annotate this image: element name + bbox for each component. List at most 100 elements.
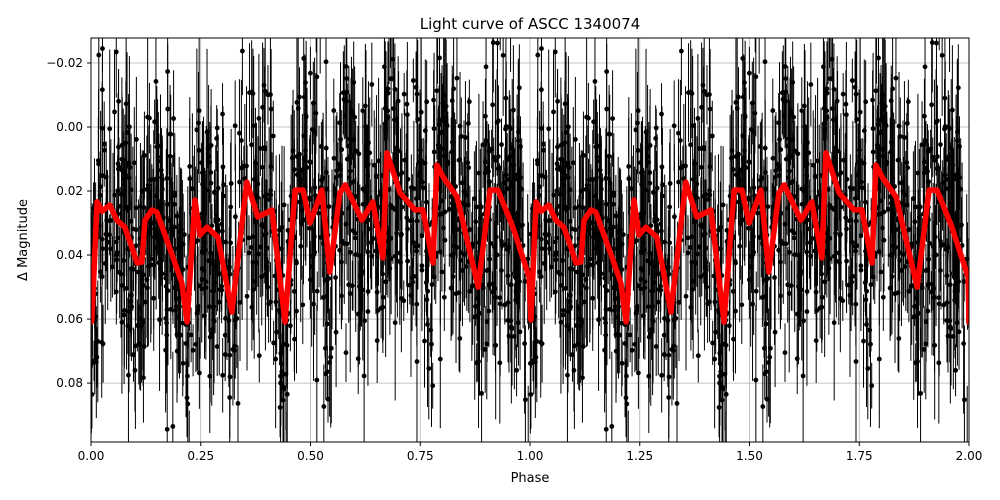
point-marker — [414, 91, 420, 97]
point-marker — [955, 320, 960, 326]
point-marker — [587, 256, 593, 262]
point-marker — [314, 288, 320, 294]
point-marker — [904, 160, 910, 165]
point-marker — [334, 168, 340, 174]
point-marker — [962, 397, 967, 403]
point-marker — [772, 175, 778, 180]
point-marker — [645, 154, 650, 160]
point-marker — [112, 109, 117, 115]
point-marker — [849, 78, 855, 83]
point-marker — [510, 180, 515, 186]
point-marker — [841, 157, 847, 163]
point-marker — [535, 52, 541, 58]
point-marker — [247, 90, 252, 96]
point-marker — [343, 221, 349, 227]
data-point — [653, 317, 659, 377]
point-marker — [285, 227, 291, 233]
point-marker — [853, 359, 859, 364]
point-marker — [674, 401, 680, 406]
point-marker — [678, 48, 684, 54]
point-marker — [604, 201, 609, 207]
point-marker — [216, 271, 222, 277]
point-marker — [405, 176, 411, 182]
point-marker — [904, 121, 910, 126]
point-marker — [299, 208, 305, 213]
point-marker — [705, 197, 711, 202]
point-marker — [659, 111, 664, 117]
point-marker — [934, 166, 940, 171]
point-marker — [876, 55, 881, 61]
data-point — [853, 38, 859, 166]
point-marker — [808, 82, 814, 87]
point-marker — [539, 246, 545, 252]
data-point — [170, 351, 176, 442]
point-marker — [584, 264, 590, 269]
point-marker — [273, 356, 279, 362]
point-marker — [929, 40, 935, 45]
point-marker — [516, 85, 522, 91]
point-marker — [365, 173, 370, 179]
data-point — [546, 49, 552, 209]
point-marker — [763, 321, 769, 327]
point-marker — [483, 64, 489, 70]
data-point — [232, 80, 238, 172]
point-marker — [439, 269, 445, 275]
point-marker — [301, 56, 307, 61]
data-point — [362, 43, 368, 168]
point-marker — [955, 85, 961, 91]
point-marker — [415, 116, 421, 122]
point-marker — [847, 292, 853, 298]
point-marker — [546, 126, 552, 132]
data-point — [300, 265, 306, 345]
point-marker — [804, 173, 809, 179]
point-marker — [770, 155, 776, 161]
point-marker — [437, 356, 443, 362]
point-marker — [821, 64, 826, 70]
point-marker — [327, 360, 333, 365]
point-marker — [495, 40, 500, 46]
point-marker — [602, 316, 608, 321]
data-point — [869, 362, 875, 409]
data-point — [476, 93, 482, 253]
point-marker — [484, 268, 490, 273]
point-marker — [844, 258, 849, 264]
point-marker — [374, 338, 380, 344]
point-marker — [228, 181, 234, 186]
point-marker — [580, 375, 585, 381]
point-marker — [418, 109, 424, 115]
point-marker — [854, 116, 860, 122]
point-marker — [476, 170, 482, 176]
data-point — [333, 277, 339, 388]
data-point — [678, 38, 684, 96]
point-marker — [953, 367, 958, 373]
point-marker — [858, 179, 864, 185]
data-point — [695, 54, 701, 183]
point-marker — [256, 353, 262, 359]
data-point — [695, 329, 701, 383]
data-point — [414, 38, 420, 166]
data-point — [256, 54, 262, 183]
point-marker — [456, 290, 462, 296]
point-marker — [294, 100, 300, 105]
point-marker — [949, 107, 955, 113]
point-marker — [857, 109, 863, 115]
point-marker — [234, 316, 240, 321]
data-point — [939, 38, 945, 116]
point-marker — [490, 40, 496, 45]
data-point — [180, 340, 186, 387]
point-marker — [294, 308, 299, 314]
point-marker — [165, 288, 171, 294]
data-point — [235, 345, 241, 442]
point-marker — [228, 204, 234, 210]
point-marker — [667, 181, 673, 186]
point-marker — [508, 324, 514, 330]
point-marker — [235, 401, 241, 406]
point-marker — [349, 283, 355, 289]
point-marker — [934, 40, 939, 46]
point-marker — [148, 256, 154, 262]
point-marker — [221, 193, 226, 199]
point-marker — [650, 318, 656, 324]
point-marker — [837, 296, 843, 301]
point-marker — [163, 316, 169, 321]
point-marker — [653, 344, 659, 349]
